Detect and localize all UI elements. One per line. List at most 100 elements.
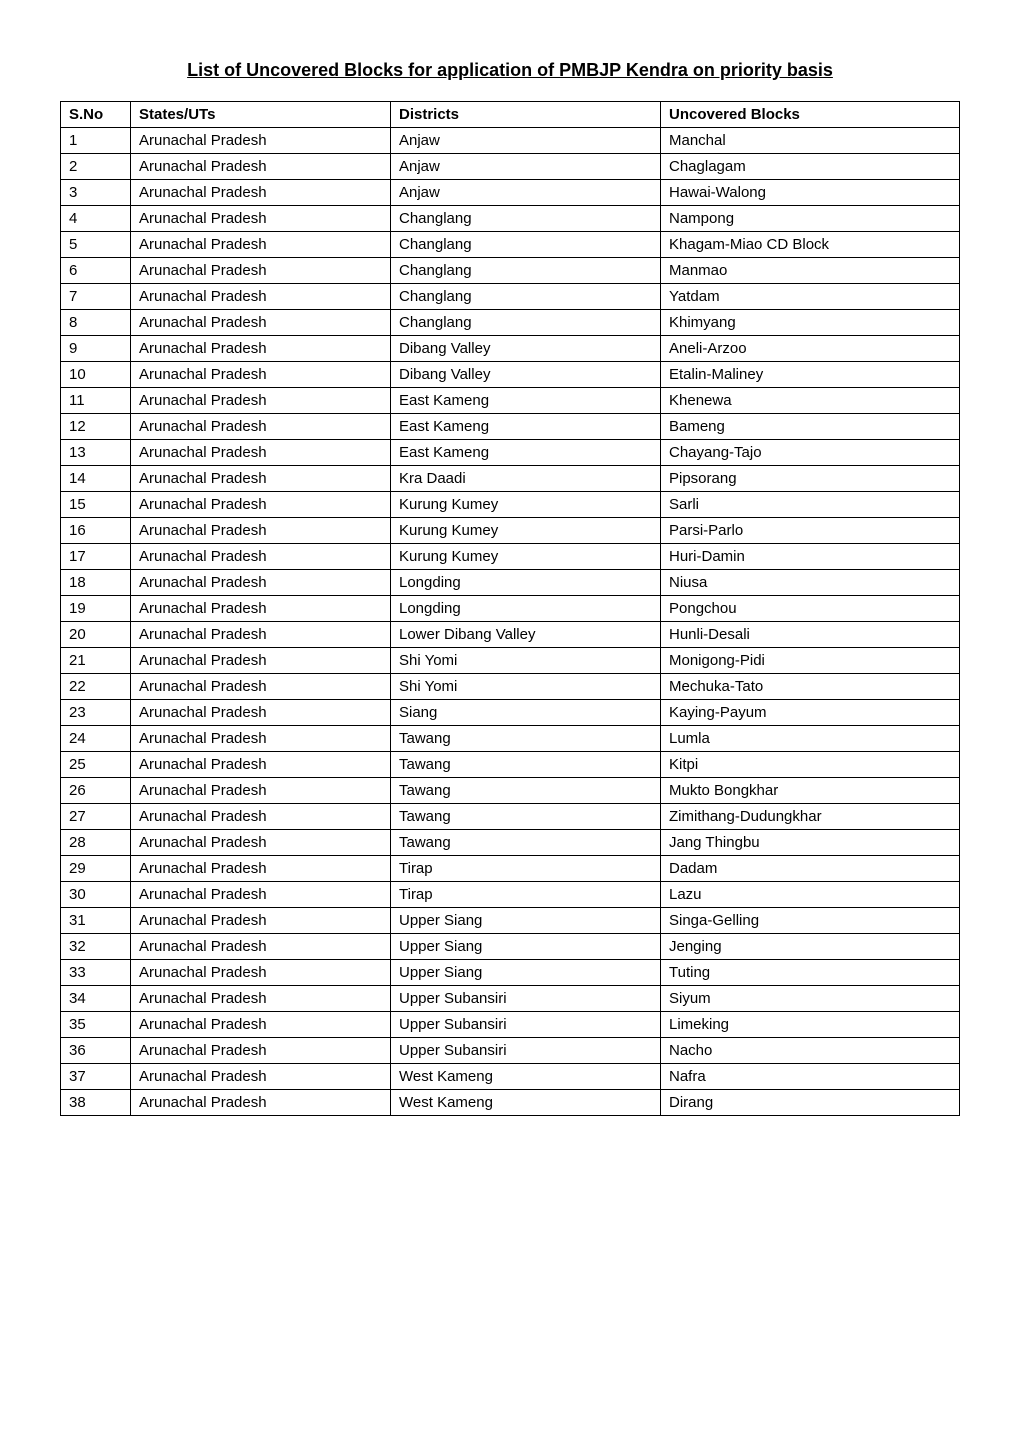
table-cell: Mechuka-Tato — [661, 674, 960, 700]
header-sno: S.No — [61, 102, 131, 128]
table-cell: Arunachal Pradesh — [131, 804, 391, 830]
table-cell: Arunachal Pradesh — [131, 1038, 391, 1064]
table-cell: Upper Subansiri — [391, 986, 661, 1012]
table-cell: Khagam-Miao CD Block — [661, 232, 960, 258]
table-cell: Kitpi — [661, 752, 960, 778]
table-cell: 23 — [61, 700, 131, 726]
table-cell: East Kameng — [391, 388, 661, 414]
table-cell: Tawang — [391, 752, 661, 778]
table-cell: Arunachal Pradesh — [131, 206, 391, 232]
table-cell: Kurung Kumey — [391, 518, 661, 544]
table-row: 33Arunachal PradeshUpper SiangTuting — [61, 960, 960, 986]
table-cell: 37 — [61, 1064, 131, 1090]
table-cell: Arunachal Pradesh — [131, 700, 391, 726]
table-cell: 16 — [61, 518, 131, 544]
table-cell: 27 — [61, 804, 131, 830]
table-cell: West Kameng — [391, 1064, 661, 1090]
table-cell: Jenging — [661, 934, 960, 960]
table-cell: Arunachal Pradesh — [131, 882, 391, 908]
table-cell: Nacho — [661, 1038, 960, 1064]
table-cell: Arunachal Pradesh — [131, 648, 391, 674]
table-cell: 21 — [61, 648, 131, 674]
table-cell: Changlang — [391, 310, 661, 336]
table-row: 27Arunachal PradeshTawangZimithang-Dudun… — [61, 804, 960, 830]
table-cell: Changlang — [391, 284, 661, 310]
table-cell: Siang — [391, 700, 661, 726]
table-cell: 36 — [61, 1038, 131, 1064]
table-cell: 9 — [61, 336, 131, 362]
table-cell: Arunachal Pradesh — [131, 830, 391, 856]
header-states: States/UTs — [131, 102, 391, 128]
table-cell: 7 — [61, 284, 131, 310]
table-row: 31Arunachal PradeshUpper SiangSinga-Gell… — [61, 908, 960, 934]
table-cell: Aneli-Arzoo — [661, 336, 960, 362]
table-row: 8Arunachal PradeshChanglangKhimyang — [61, 310, 960, 336]
table-cell: Tuting — [661, 960, 960, 986]
table-cell: Hawai-Walong — [661, 180, 960, 206]
table-row: 30Arunachal PradeshTirapLazu — [61, 882, 960, 908]
table-cell: Changlang — [391, 258, 661, 284]
table-cell: 15 — [61, 492, 131, 518]
table-row: 14Arunachal PradeshKra DaadiPipsorang — [61, 466, 960, 492]
table-row: 16Arunachal PradeshKurung KumeyParsi-Par… — [61, 518, 960, 544]
table-cell: Upper Siang — [391, 934, 661, 960]
table-cell: Arunachal Pradesh — [131, 154, 391, 180]
table-cell: Changlang — [391, 232, 661, 258]
table-cell: Anjaw — [391, 180, 661, 206]
table-cell: 13 — [61, 440, 131, 466]
table-cell: Arunachal Pradesh — [131, 492, 391, 518]
table-cell: East Kameng — [391, 414, 661, 440]
table-row: 3Arunachal PradeshAnjawHawai-Walong — [61, 180, 960, 206]
table-cell: Arunachal Pradesh — [131, 310, 391, 336]
table-row: 1Arunachal PradeshAnjawManchal — [61, 128, 960, 154]
table-cell: Dibang Valley — [391, 362, 661, 388]
table-cell: 34 — [61, 986, 131, 1012]
table-cell: 32 — [61, 934, 131, 960]
table-row: 15Arunachal PradeshKurung KumeySarli — [61, 492, 960, 518]
table-row: 9Arunachal PradeshDibang ValleyAneli-Arz… — [61, 336, 960, 362]
table-cell: Arunachal Pradesh — [131, 284, 391, 310]
table-cell: Arunachal Pradesh — [131, 440, 391, 466]
table-row: 4Arunachal PradeshChanglangNampong — [61, 206, 960, 232]
table-cell: Arunachal Pradesh — [131, 1064, 391, 1090]
table-cell: Monigong-Pidi — [661, 648, 960, 674]
table-row: 24Arunachal PradeshTawangLumla — [61, 726, 960, 752]
table-cell: Huri-Damin — [661, 544, 960, 570]
table-cell: 4 — [61, 206, 131, 232]
table-row: 18Arunachal PradeshLongdingNiusa — [61, 570, 960, 596]
table-cell: Pongchou — [661, 596, 960, 622]
table-cell: Shi Yomi — [391, 674, 661, 700]
table-row: 28Arunachal PradeshTawangJang Thingbu — [61, 830, 960, 856]
table-cell: Upper Siang — [391, 908, 661, 934]
table-row: 12Arunachal PradeshEast KamengBameng — [61, 414, 960, 440]
table-row: 13Arunachal PradeshEast KamengChayang-Ta… — [61, 440, 960, 466]
table-cell: Anjaw — [391, 128, 661, 154]
table-cell: Arunachal Pradesh — [131, 596, 391, 622]
table-row: 19Arunachal PradeshLongdingPongchou — [61, 596, 960, 622]
header-uncovered: Uncovered Blocks — [661, 102, 960, 128]
table-cell: Jang Thingbu — [661, 830, 960, 856]
table-cell: 38 — [61, 1090, 131, 1116]
table-cell: Khimyang — [661, 310, 960, 336]
table-cell: Arunachal Pradesh — [131, 1012, 391, 1038]
table-cell: Shi Yomi — [391, 648, 661, 674]
table-cell: 1 — [61, 128, 131, 154]
table-cell: Manmao — [661, 258, 960, 284]
table-cell: 26 — [61, 778, 131, 804]
table-row: 20Arunachal PradeshLower Dibang ValleyHu… — [61, 622, 960, 648]
table-cell: Kaying-Payum — [661, 700, 960, 726]
table-cell: Etalin-Maliney — [661, 362, 960, 388]
table-cell: 24 — [61, 726, 131, 752]
table-cell: 11 — [61, 388, 131, 414]
table-cell: Singa-Gelling — [661, 908, 960, 934]
table-cell: Yatdam — [661, 284, 960, 310]
table-row: 29Arunachal PradeshTirapDadam — [61, 856, 960, 882]
table-cell: Kurung Kumey — [391, 544, 661, 570]
table-row: 34Arunachal PradeshUpper SubansiriSiyum — [61, 986, 960, 1012]
table-cell: 3 — [61, 180, 131, 206]
table-cell: Arunachal Pradesh — [131, 908, 391, 934]
table-cell: Tawang — [391, 804, 661, 830]
table-cell: Arunachal Pradesh — [131, 128, 391, 154]
table-cell: 18 — [61, 570, 131, 596]
table-cell: Arunachal Pradesh — [131, 466, 391, 492]
